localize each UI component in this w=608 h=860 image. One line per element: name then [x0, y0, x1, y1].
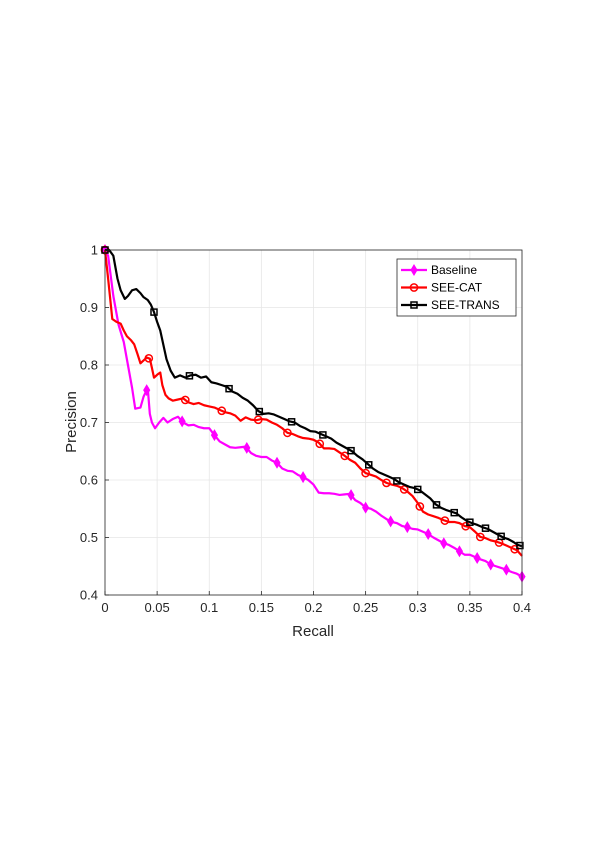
legend-marker [410, 301, 418, 309]
series-marker [424, 528, 432, 541]
x-tick-label: 0.3 [409, 600, 427, 615]
series-marker [403, 521, 411, 534]
legend-item: SEE-CAT [401, 281, 483, 295]
series-marker [455, 545, 464, 558]
series-marker [461, 521, 471, 531]
series-layer [100, 244, 526, 583]
x-tick-label: 0.2 [304, 600, 322, 615]
series-marker [150, 308, 158, 316]
y-axis-title: Precision [63, 391, 80, 453]
series-marker [347, 489, 355, 502]
series-marker [144, 353, 154, 363]
series-marker [315, 439, 325, 449]
series-marker [243, 441, 251, 454]
series-marker [399, 485, 409, 494]
series-see-trans [101, 246, 524, 550]
series-marker [487, 558, 495, 571]
y-tick-label: 1 [91, 243, 98, 258]
x-tick-label: 0 [101, 600, 108, 615]
legend-label: Baseline [431, 263, 477, 277]
series-marker [382, 478, 391, 488]
x-tick-label: 0.1 [200, 600, 218, 615]
x-tick-label: 0.4 [513, 600, 531, 615]
series-marker [143, 384, 151, 397]
series-marker [255, 407, 264, 416]
series-marker [450, 508, 458, 517]
series-marker [415, 502, 425, 511]
x-tick-label: 0.25 [353, 600, 378, 615]
series-marker [180, 395, 190, 405]
y-tick-label: 0.9 [80, 300, 98, 315]
legend-label: SEE-TRANS [431, 298, 500, 312]
legend: Baseline SEE-CAT SEE-TRANS [396, 258, 517, 317]
series-marker [362, 501, 370, 514]
series-marker [210, 429, 219, 442]
series-marker [283, 428, 292, 438]
y-tick-label: 0.6 [80, 473, 98, 488]
series-marker [387, 515, 395, 528]
y-tick-label: 0.7 [80, 415, 98, 430]
series-marker [347, 446, 355, 455]
series-marker [414, 485, 422, 494]
x-tick-label: 0.05 [144, 600, 169, 615]
series-marker [440, 516, 450, 525]
x-tick-label: 0.15 [249, 600, 274, 615]
series-marker [319, 431, 327, 439]
series-marker [393, 477, 401, 485]
y-tick-label: 0.4 [80, 588, 98, 603]
legend-marker [409, 283, 419, 292]
y-tick-label: 0.5 [80, 530, 98, 545]
series-marker [253, 415, 263, 425]
series-marker [361, 468, 370, 478]
series-marker [481, 524, 490, 532]
series-marker [502, 563, 510, 576]
legend-label: SEE-CAT [431, 281, 483, 295]
tick-layer: 0 0.05 0.1 0.15 0.2 0.25 0.3 0.35 0.4 0.4 0.5 0.6 0.… [80, 243, 531, 616]
series-marker [287, 418, 296, 426]
series-marker [185, 372, 194, 380]
series-marker [497, 532, 505, 541]
series-marker [432, 501, 441, 509]
x-axis-title: Recall [292, 623, 334, 640]
y-tick-label: 0.8 [80, 358, 98, 373]
x-tick-label: 0.35 [457, 600, 482, 615]
series-marker [365, 461, 373, 469]
legend-marker [410, 264, 418, 276]
series-baseline [101, 244, 526, 583]
series-marker [466, 518, 474, 526]
series-marker [217, 406, 227, 416]
series-line [105, 248, 523, 548]
series-marker [225, 384, 233, 393]
series-marker [473, 551, 481, 564]
series-marker [475, 532, 485, 542]
series-marker [299, 471, 307, 484]
series-marker [340, 451, 350, 461]
series-marker [516, 541, 524, 550]
series-marker [178, 415, 186, 428]
series-line [103, 249, 523, 557]
legend-item: SEE-TRANS [401, 298, 500, 312]
legend-item: Baseline [401, 263, 477, 277]
series-marker [273, 456, 281, 469]
series-marker [440, 537, 448, 550]
